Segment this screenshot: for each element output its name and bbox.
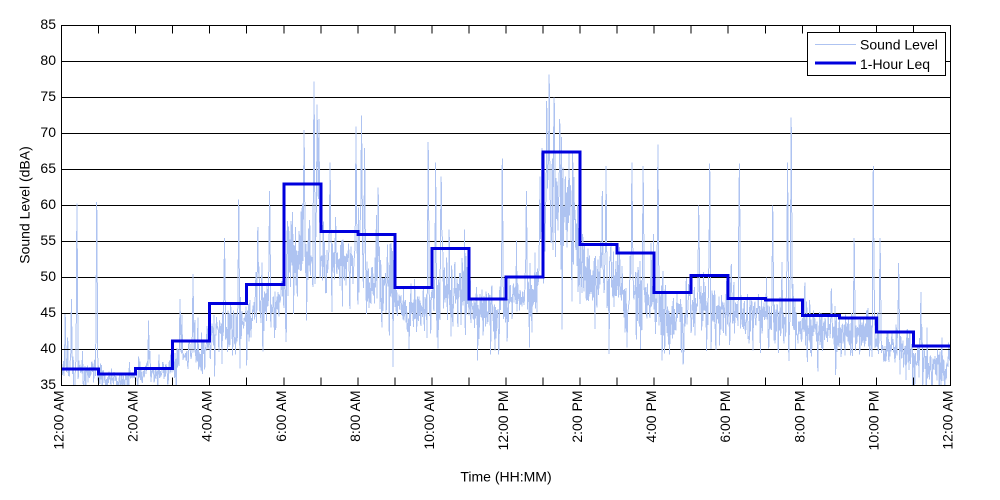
svg-text:Sound Level: Sound Level <box>860 37 938 53</box>
svg-text:2:00 AM: 2:00 AM <box>125 391 141 442</box>
svg-text:45: 45 <box>40 304 56 320</box>
svg-text:2:00 PM: 2:00 PM <box>569 391 585 443</box>
svg-text:50: 50 <box>40 268 56 284</box>
svg-text:12:00 AM: 12:00 AM <box>940 391 956 450</box>
svg-text:10:00 PM: 10:00 PM <box>865 391 881 451</box>
svg-text:6:00 AM: 6:00 AM <box>273 391 289 442</box>
svg-text:4:00 AM: 4:00 AM <box>199 391 215 442</box>
svg-text:70: 70 <box>40 124 56 140</box>
svg-text:10:00 AM: 10:00 AM <box>421 391 437 450</box>
svg-text:6:00 PM: 6:00 PM <box>717 391 733 443</box>
svg-text:85: 85 <box>40 16 56 32</box>
svg-text:75: 75 <box>40 88 56 104</box>
svg-text:Sound Level (dBA): Sound Level (dBA) <box>17 146 33 264</box>
svg-text:8:00 AM: 8:00 AM <box>347 391 363 442</box>
svg-text:60: 60 <box>40 196 56 212</box>
svg-text:8:00 PM: 8:00 PM <box>791 391 807 443</box>
svg-text:1-Hour Leq: 1-Hour Leq <box>860 56 930 72</box>
svg-text:4:00 PM: 4:00 PM <box>643 391 659 443</box>
svg-text:12:00 PM: 12:00 PM <box>495 391 511 451</box>
svg-text:65: 65 <box>40 160 56 176</box>
svg-text:Time (HH:MM): Time (HH:MM) <box>460 469 551 485</box>
svg-text:80: 80 <box>40 52 56 68</box>
svg-text:55: 55 <box>40 232 56 248</box>
svg-text:35: 35 <box>40 376 56 392</box>
svg-text:12:00 AM: 12:00 AM <box>51 391 67 450</box>
svg-text:40: 40 <box>40 340 56 356</box>
